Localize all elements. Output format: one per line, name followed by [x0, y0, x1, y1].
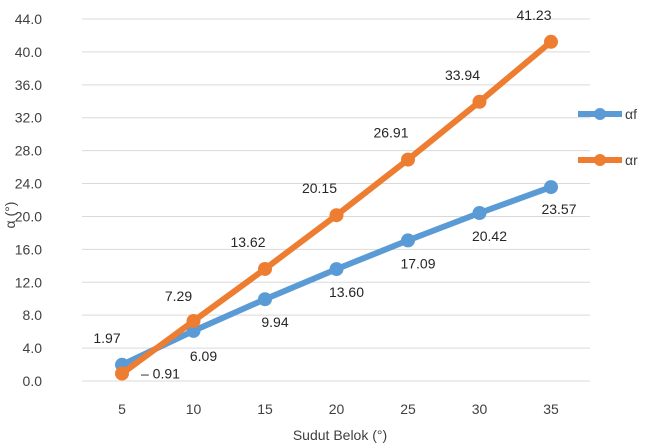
data-point	[115, 366, 129, 381]
y-tick-label: 36.0	[15, 77, 42, 93]
data-label-alpha-r: 7.29	[165, 288, 192, 304]
data-label-alpha-r: 41.23	[516, 7, 551, 23]
series-group	[115, 34, 558, 381]
x-tick-label: 20	[329, 401, 345, 417]
x-tick-label: 15	[257, 401, 273, 417]
data-point	[186, 314, 201, 329]
data-label-alpha-f: 13.60	[329, 284, 364, 300]
data-label-alpha-f: 9.94	[261, 314, 288, 330]
y-tick-label: 24.0	[15, 176, 42, 192]
data-label-alpha-r: – 0.91	[141, 366, 180, 382]
data-label-alpha-r: 13.62	[230, 234, 265, 250]
y-axis-title: α (°)	[2, 202, 18, 229]
data-label-alpha-f: 20.42	[472, 228, 507, 244]
y-tick-label: 4.0	[23, 340, 43, 356]
data-label-alpha-f: 6.09	[190, 348, 217, 364]
data-point	[472, 94, 487, 109]
data-point	[329, 262, 344, 277]
series-alpha-r	[115, 34, 558, 381]
y-tick-label: 40.0	[15, 44, 42, 60]
x-tick-label: 10	[186, 401, 202, 417]
data-label-alpha-r: 33.94	[445, 67, 480, 83]
legend-marker	[594, 108, 606, 120]
x-axis-tick-labels: 5 10 15 20 25 30 35	[118, 401, 559, 417]
data-point	[472, 205, 487, 220]
series-alpha-f	[115, 180, 558, 372]
data-labels: 1.97 6.09 9.94 13.60 17.09 20.42 23.57 – 0.91 7.…	[93, 7, 576, 382]
data-point	[544, 180, 558, 195]
data-point	[401, 233, 415, 248]
data-point	[186, 323, 201, 338]
data-point	[258, 261, 272, 276]
x-axis-title: Sudut Belok (°)	[293, 427, 387, 443]
y-tick-label: 8.0	[23, 307, 43, 323]
legend: αf αr	[578, 106, 638, 168]
data-label-alpha-r: 26.91	[373, 125, 408, 141]
legend-item: αr	[578, 152, 638, 168]
y-tick-label: 12.0	[15, 274, 42, 290]
data-label-alpha-r: 20.15	[302, 180, 337, 196]
x-tick-label: 5	[118, 401, 126, 417]
data-point	[329, 208, 344, 223]
y-tick-label: 32.0	[15, 110, 42, 126]
data-label-alpha-f: 1.97	[93, 330, 120, 346]
y-tick-label: 16.0	[15, 241, 42, 257]
x-tick-label: 30	[472, 401, 488, 417]
y-tick-label: 44.0	[15, 11, 42, 27]
x-tick-label: 25	[400, 401, 416, 417]
y-tick-label: 0.0	[23, 373, 43, 389]
y-axis-tick-labels: 0.0 4.0 8.0 12.0 16.0 20.0 24.0 28.0 32.0 36.0 40.…	[15, 11, 42, 389]
legend-marker	[594, 154, 606, 166]
legend-label: αf	[625, 106, 637, 122]
x-tick-label: 35	[543, 401, 559, 417]
data-label-alpha-f: 17.09	[400, 255, 435, 271]
data-point	[258, 292, 272, 307]
legend-label: αr	[625, 152, 638, 168]
y-tick-label: 28.0	[15, 143, 42, 159]
data-point	[401, 152, 415, 167]
data-label-alpha-f: 23.57	[541, 201, 576, 217]
data-point	[544, 34, 558, 49]
legend-item: αf	[578, 106, 637, 122]
y-tick-label: 20.0	[15, 208, 42, 224]
